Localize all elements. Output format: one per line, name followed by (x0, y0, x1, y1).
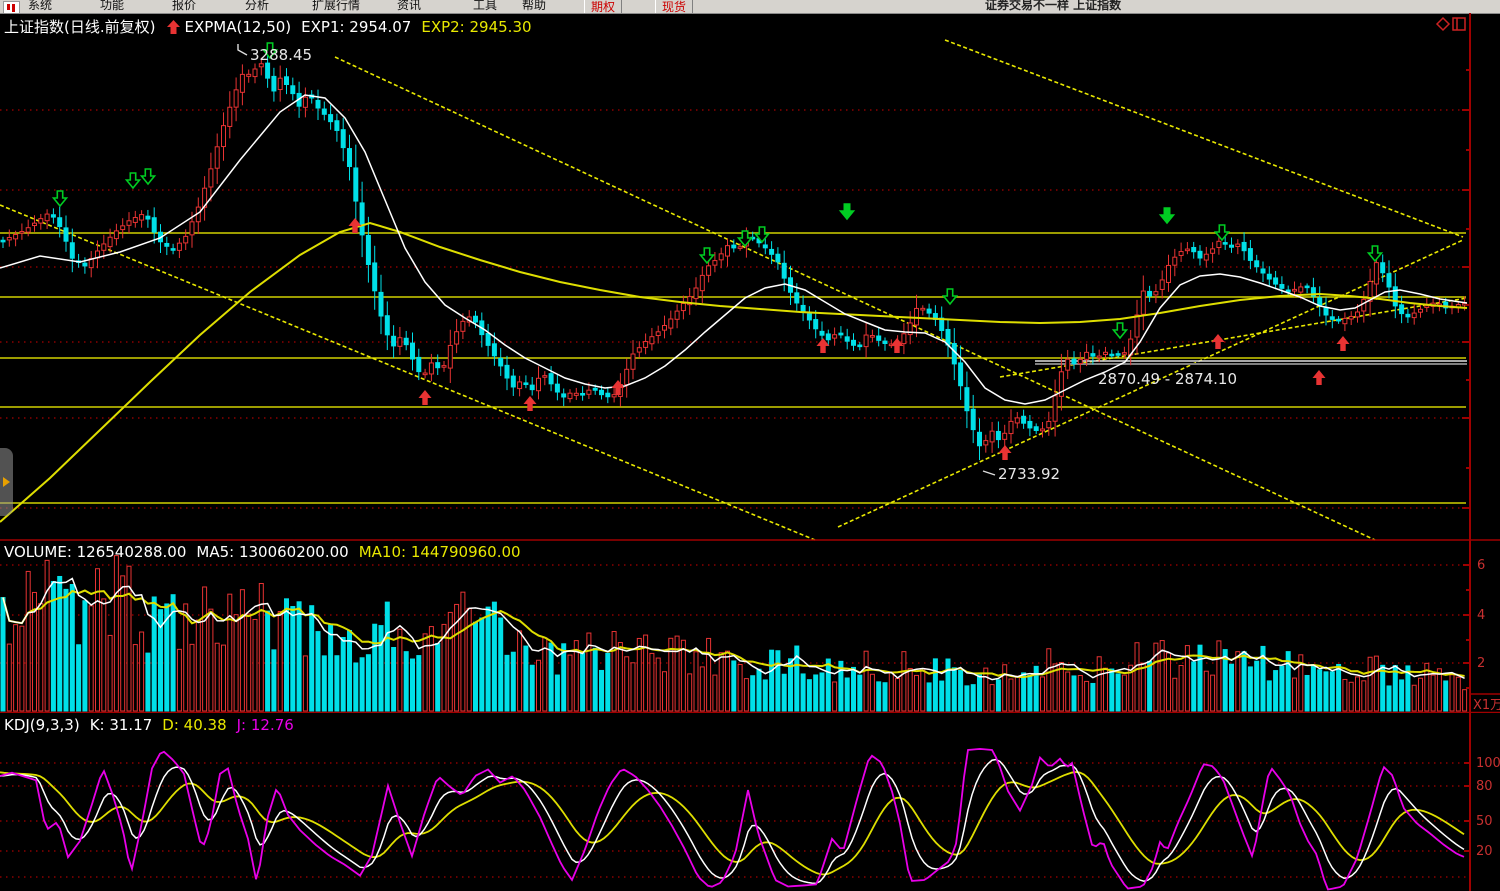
menu-item-系统[interactable]: 系统 (28, 0, 53, 12)
menu-item-现货[interactable]: 现货 (655, 0, 694, 13)
trend-lines (0, 39, 1468, 541)
kdj-axis-label: 50 (1476, 814, 1493, 829)
signal-markers (51, 42, 1384, 460)
menu-item-分析[interactable]: 分析 (245, 0, 270, 12)
volume-chart-canvas[interactable]: 6 4 2 X1万 (0, 541, 1500, 713)
main-chart-header: 上证指数(日线.前复权) EXPMA(12,50) EXP1: 2954.07 EXP… (4, 16, 542, 37)
volume-unit-label: X1万 (1473, 698, 1500, 713)
kdj-header: KDJ(9,3,3) K: 31.17 D: 40.38 J: 12.76 (4, 716, 304, 734)
menu-bar: 系统 功能 报价 分析 扩展行情 资讯 工具 帮助 期权 现货 证券交易不一样 上证指数 (0, 0, 1500, 14)
left-panel-expander[interactable] (0, 448, 13, 516)
volume-gridlines (0, 564, 1466, 664)
kdj-k-value: K: 31.17 (89, 716, 153, 734)
support-resistance-lines (0, 232, 1466, 504)
volume-ma10: MA10: 144790960.00 (358, 543, 521, 561)
chart-title: 上证指数(日线.前复权) (4, 18, 156, 36)
ema50-line (0, 221, 1468, 523)
kdj-gridlines (0, 762, 1466, 878)
price-annotations: 3288.45 2733.92 2870.49 - 2874.10 (237, 44, 1237, 483)
price-axis (1462, 13, 1471, 541)
candles-layer (0, 53, 1468, 461)
menu-item-期权[interactable]: 期权 (584, 0, 623, 13)
low-price-label: 2733.92 (998, 465, 1060, 483)
exp1-value: EXP1: 2954.07 (301, 18, 412, 36)
kdj-axis-label: 80 (1476, 779, 1493, 794)
up-arrow-icon (167, 20, 181, 34)
peak-price-label: 3288.45 (250, 46, 312, 64)
volume-axis-label: 2 (1477, 656, 1485, 671)
pane-corner-icons[interactable] (1435, 16, 1466, 32)
flat-price-level (1035, 360, 1467, 365)
volume-axis-label: 4 (1477, 608, 1485, 623)
menu-item-扩展行情[interactable]: 扩展行情 (312, 0, 361, 12)
kdj-axis-label: 100 (1476, 756, 1500, 771)
kdj-j-value: J: 12.76 (236, 716, 294, 734)
kdj-axis: 100 80 50 20 (1464, 713, 1500, 891)
menu-item-报价[interactable]: 报价 (172, 0, 197, 12)
indicator-name: EXPMA(12,50) (184, 18, 292, 36)
menu-item-资讯[interactable]: 资讯 (397, 0, 422, 12)
window-icon (1452, 17, 1466, 31)
kdj-j-line (0, 748, 1465, 891)
volume-value: VOLUME: 126540288.00 (4, 543, 187, 561)
expand-right-icon (3, 477, 10, 487)
volume-ma5: MA5: 130060200.00 (196, 543, 349, 561)
kdj-chart-canvas[interactable]: 100 80 50 20 (0, 713, 1500, 891)
volume-axis: 6 4 2 X1万 (1463, 541, 1500, 713)
menu-slogan: 证券交易不一样 上证指数 (985, 0, 1122, 12)
volume-ma5-line (2, 577, 1465, 681)
exp2-value: EXP2: 2945.30 (421, 18, 532, 36)
volume-bars (0, 555, 1468, 712)
kdj-axis-label: 20 (1476, 844, 1493, 859)
diamond-icon (1435, 16, 1451, 32)
menu-item-功能[interactable]: 功能 (100, 0, 125, 12)
volume-axis-label: 6 (1477, 558, 1485, 573)
kdj-name: KDJ(9,3,3) (4, 716, 80, 734)
app-icon (3, 1, 20, 13)
kdj-d-value: D: 40.38 (162, 716, 227, 734)
volume-header: VOLUME: 126540288.00 MA5: 130060200.00 MA1… (4, 543, 531, 561)
price-gridlines (0, 109, 1466, 509)
main-chart-canvas[interactable]: 3288.45 2733.92 2870.49 - 2874.10 (0, 13, 1500, 541)
ema12-line (0, 94, 1468, 405)
menu-item-帮助[interactable]: 帮助 (522, 0, 547, 12)
menu-item-工具[interactable]: 工具 (473, 0, 498, 12)
range-price-label: 2870.49 - 2874.10 (1098, 370, 1237, 388)
